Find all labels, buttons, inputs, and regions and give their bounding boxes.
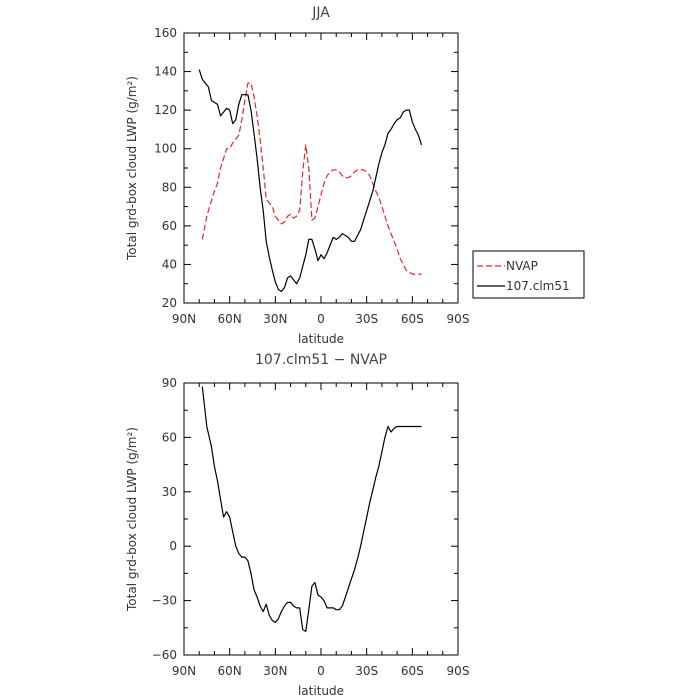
chart-difference-plot-area: 90N 60N 30N 0 30S 60S 90S −60 −30 0 30 60 90 xyxy=(152,376,470,678)
chart-difference-frame xyxy=(183,382,459,656)
x-tick-label: 60N xyxy=(218,664,242,678)
y-tick-label: 80 xyxy=(162,180,177,194)
x-tick-label: 90N xyxy=(172,664,196,678)
y-tick-label: 60 xyxy=(162,219,177,233)
y-tick-label: 100 xyxy=(154,142,177,156)
chart-jja-plot-area: 90N 60N 30N 0 30S 60S 90S 20 40 60 80 100 120 140 160 xyxy=(154,26,469,326)
y-tick-label: 20 xyxy=(162,296,177,310)
chart-difference: 107.clm51 − NVAP latitude Total grd-box … xyxy=(125,352,469,698)
series-line-difference xyxy=(201,386,422,633)
x-tick-label: 30N xyxy=(263,664,287,678)
chart-jja-legend: NVAP 107.clm51 xyxy=(472,250,585,299)
legend-box xyxy=(472,250,585,299)
y-tick-label: −30 xyxy=(152,594,177,608)
x-tick-label: 30S xyxy=(355,664,378,678)
x-tick-label: 30N xyxy=(263,312,287,326)
x-tick-label: 90S xyxy=(447,664,470,678)
chart-jja-title: JJA xyxy=(311,5,330,21)
x-tick-label: 60N xyxy=(218,312,242,326)
x-tick-label: 30S xyxy=(355,312,378,326)
y-tick-label: 90 xyxy=(162,376,177,390)
x-tick-label: 60S xyxy=(401,312,424,326)
y-tick-label: −60 xyxy=(152,648,177,662)
y-tick-label: 120 xyxy=(154,103,177,117)
series-line-107-clm51 xyxy=(198,69,423,292)
series-line-nvap xyxy=(201,82,422,275)
chart-jja-frame xyxy=(183,32,459,304)
y-tick-label: 160 xyxy=(154,26,177,40)
y-tick-label: 40 xyxy=(162,257,177,271)
legend-label-107-clm51: 107.clm51 xyxy=(506,279,570,293)
x-tick-label: 0 xyxy=(317,664,325,678)
chart-jja-xlabel: latitude xyxy=(298,332,344,346)
y-tick-label: 30 xyxy=(162,485,177,499)
x-tick-label: 0 xyxy=(317,312,325,326)
y-tick-label: 140 xyxy=(154,65,177,79)
legend-label-nvap: NVAP xyxy=(506,259,538,273)
chart-difference-xlabel: latitude xyxy=(298,684,344,698)
x-tick-label: 60S xyxy=(401,664,424,678)
y-tick-label: 0 xyxy=(169,539,177,553)
chart-difference-title: 107.clm51 − NVAP xyxy=(255,352,387,368)
chart-jja: JJA latitude Total grd-box cloud LWP (g/… xyxy=(125,5,585,346)
x-tick-label: 90N xyxy=(172,312,196,326)
x-tick-label: 90S xyxy=(447,312,470,326)
y-tick-label: 60 xyxy=(162,430,177,444)
chart-jja-ylabel: Total grd-box cloud LWP (g/m²) xyxy=(125,76,139,261)
chart-difference-ylabel: Total grd-box cloud LWP (g/m²) xyxy=(125,427,139,612)
